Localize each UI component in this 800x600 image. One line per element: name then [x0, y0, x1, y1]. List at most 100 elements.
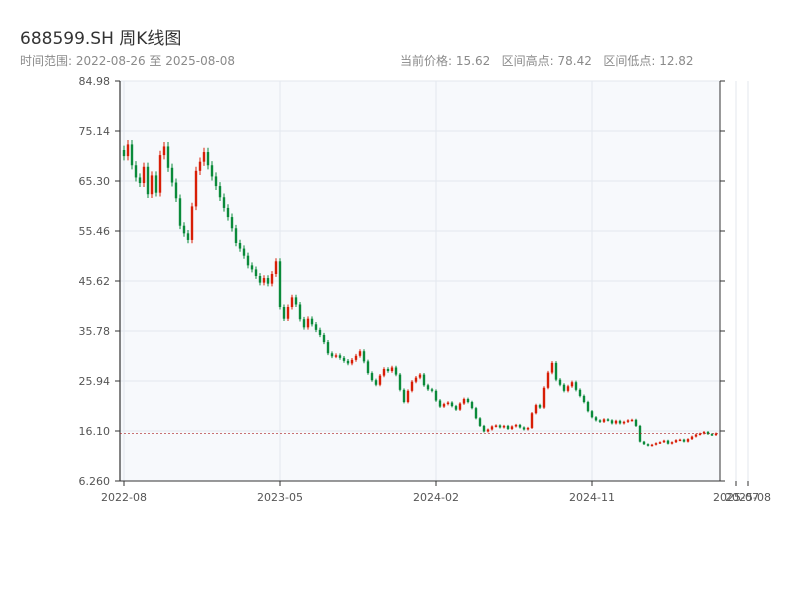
period-low: 区间低点: 12.82	[603, 54, 694, 68]
x-tick-label: 2025-07	[713, 491, 759, 504]
candle-body	[482, 425, 486, 432]
candle-body	[214, 176, 218, 187]
candle-body	[594, 417, 598, 421]
candle-body	[686, 439, 690, 442]
candle-body	[174, 182, 178, 199]
y-tick-label: 75.14	[79, 125, 111, 138]
candle-body	[182, 225, 186, 234]
candle-body	[510, 426, 514, 429]
candle-body	[122, 150, 126, 157]
candle-body	[466, 398, 470, 403]
current-price: 当前价格: 15.62	[400, 54, 491, 68]
chart-title: 688599.SH 周K线图	[20, 29, 182, 49]
candle-body	[206, 152, 210, 166]
candle-body	[502, 425, 506, 428]
period-high: 区间高点: 78.42	[501, 54, 592, 68]
candle-body	[286, 307, 290, 319]
candle-body	[398, 374, 402, 390]
candle-body	[434, 390, 438, 401]
candle-body	[234, 228, 238, 243]
candle-body	[354, 355, 358, 360]
candle-body	[602, 419, 606, 422]
candle-body	[366, 361, 370, 374]
candle-body	[318, 329, 322, 335]
candle-body	[658, 442, 662, 444]
candle-body	[262, 278, 266, 283]
candle-body	[278, 261, 282, 308]
candle-body	[534, 405, 538, 414]
candle-body	[138, 177, 142, 184]
candle-body	[162, 146, 166, 156]
y-tick-label: 45.62	[79, 275, 111, 288]
x-tick-label: 2024-11	[569, 491, 615, 504]
candle-body	[514, 424, 518, 427]
candle-body	[486, 429, 490, 432]
candle-body	[414, 377, 418, 382]
candle-body	[230, 217, 234, 229]
candle-body	[334, 355, 338, 357]
x-tick-label: 2023-05	[257, 491, 303, 504]
x-tick-label: 2022-08	[101, 491, 147, 504]
candle-body	[714, 433, 718, 436]
candle-body	[322, 334, 326, 343]
candle-body	[646, 444, 650, 446]
candle-body	[554, 362, 558, 380]
candle-body	[422, 374, 426, 386]
candle-body	[614, 420, 618, 424]
candle-body	[562, 384, 566, 391]
candle-body	[394, 367, 398, 375]
time-range: 时间范围: 2022-08-26 至 2025-08-08	[20, 54, 235, 68]
candle-body	[442, 404, 446, 407]
candle-body	[662, 440, 666, 443]
candle-body	[350, 359, 354, 364]
candle-body	[702, 432, 706, 434]
candle-body	[246, 255, 250, 266]
candle-body	[538, 405, 542, 408]
candle-body	[302, 319, 306, 328]
candle-body	[386, 369, 390, 372]
y-tick-label: 35.78	[79, 325, 111, 338]
candle-body	[274, 261, 278, 274]
candle-body	[546, 372, 550, 388]
candle-body	[226, 207, 230, 218]
y-tick-label: 55.46	[79, 225, 111, 238]
candle-body	[218, 186, 222, 198]
candle-body	[202, 152, 206, 162]
candle-body	[650, 444, 654, 447]
candle-body	[294, 297, 298, 305]
y-tick-label: 65.30	[79, 175, 111, 188]
candle-body	[266, 278, 270, 284]
candle-body	[526, 427, 530, 430]
candle-body	[566, 386, 570, 391]
candle-body	[530, 413, 534, 428]
candle-body	[250, 265, 254, 270]
candle-body	[390, 367, 394, 372]
candle-body	[570, 382, 574, 387]
candle-body	[370, 373, 374, 381]
candle-body	[558, 379, 562, 385]
candle-body	[682, 439, 686, 442]
candle-body	[194, 170, 198, 207]
x-tick-label: 2024-02	[413, 491, 459, 504]
candle-body	[458, 403, 462, 410]
candle-body	[574, 382, 578, 390]
candle-body	[666, 440, 670, 444]
candle-body	[542, 387, 546, 408]
candle-body	[190, 206, 194, 240]
candle-body	[618, 420, 622, 424]
candle-body	[450, 402, 454, 407]
candle-body	[654, 443, 658, 445]
candle-body	[382, 369, 386, 376]
candle-body	[438, 400, 442, 407]
y-tick-label: 6.260	[79, 475, 111, 488]
candle-body	[258, 276, 262, 283]
candle-body	[642, 441, 646, 445]
y-tick-label: 25.94	[79, 375, 111, 388]
candle-body	[410, 381, 414, 391]
candle-body	[186, 233, 190, 240]
candle-body	[506, 425, 510, 429]
candle-body	[610, 420, 614, 424]
candle-body	[498, 425, 502, 428]
candle-body	[578, 389, 582, 396]
